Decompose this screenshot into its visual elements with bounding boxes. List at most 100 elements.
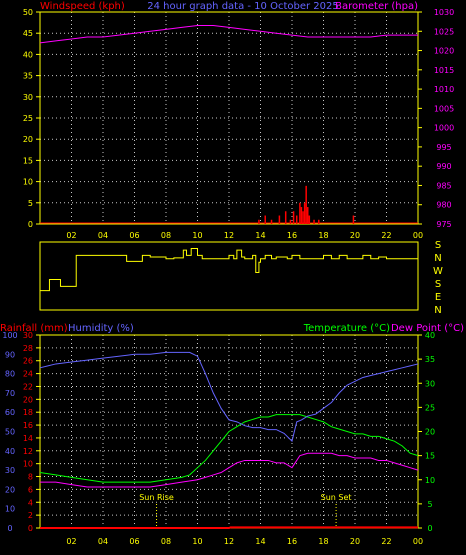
barometer-axis-label: Barometer (hpa) bbox=[335, 1, 418, 12]
direction-label: S bbox=[435, 279, 441, 290]
temperature-tick-label: 30 bbox=[425, 379, 435, 388]
x-tick-label: 00 bbox=[413, 537, 423, 546]
barometer-tick-label: 1015 bbox=[434, 66, 454, 75]
direction-label: W bbox=[433, 266, 443, 277]
rainfall-tick-label: 4 bbox=[28, 498, 33, 507]
barometer-tick-label: 1000 bbox=[434, 124, 454, 133]
humidity-tick-label: 100 bbox=[2, 331, 17, 340]
windspeed-series bbox=[40, 185, 418, 224]
dewpoint-series bbox=[40, 452, 419, 488]
windspeed-tick-label: 45 bbox=[23, 29, 33, 38]
humidity-tick-label: 30 bbox=[5, 466, 15, 475]
x-tick-label: 12 bbox=[224, 231, 234, 240]
barometer-tick-label: 985 bbox=[436, 181, 451, 190]
windspeed-tick-label: 20 bbox=[23, 135, 33, 144]
x-tick-label: 20 bbox=[350, 231, 360, 240]
x-tick-label: 10 bbox=[192, 537, 202, 546]
barometer-series bbox=[39, 24, 418, 44]
temperature-tick-label: 20 bbox=[425, 428, 435, 437]
x-tick-label: 16 bbox=[287, 537, 297, 546]
barometer-tick-label: 975 bbox=[436, 220, 451, 229]
x-tick-label: 18 bbox=[318, 231, 328, 240]
x-tick-label: 08 bbox=[161, 537, 171, 546]
x-tick-label: 18 bbox=[318, 537, 328, 546]
temperature-tick-label: 5 bbox=[427, 500, 432, 509]
wind-direction-series bbox=[40, 247, 418, 292]
rainfall-axis-label: Rainfall (mm) bbox=[0, 323, 68, 334]
barometer-tick-label: 1030 bbox=[434, 8, 454, 17]
humidity-tick-label: 70 bbox=[5, 389, 15, 398]
rainfall-tick-label: 16 bbox=[23, 421, 33, 430]
rainfall-tick-label: 6 bbox=[28, 485, 33, 494]
rainfall-series bbox=[40, 526, 418, 529]
rainfall-tick-label: 12 bbox=[23, 447, 33, 456]
x-tick-label: 10 bbox=[192, 231, 202, 240]
windspeed-tick-label: 30 bbox=[23, 93, 33, 102]
rainfall-tick-label: 20 bbox=[23, 395, 33, 404]
rainfall-tick-label: 0 bbox=[28, 524, 33, 533]
temperature-tick-label: 10 bbox=[425, 476, 435, 485]
x-tick-label: 06 bbox=[129, 537, 139, 546]
x-tick-label: 16 bbox=[287, 231, 297, 240]
barometer-tick-label: 1010 bbox=[434, 85, 454, 94]
humidity-axis: 0 10 20 30 40 50 60 70 80 90 100 bbox=[2, 331, 17, 533]
x-tick-label: 22 bbox=[381, 231, 391, 240]
windspeed-tick-label: 10 bbox=[23, 178, 33, 187]
temperature-axis: 0 5 10 15 20 25 30 35 40 bbox=[418, 331, 435, 533]
direction-label: N bbox=[434, 305, 441, 316]
humidity-tick-label: 80 bbox=[5, 370, 15, 379]
barometer-tick-label: 980 bbox=[436, 201, 451, 210]
rainfall-tick-label: 22 bbox=[23, 382, 33, 391]
rainfall-tick-label: 24 bbox=[23, 370, 33, 379]
x-tick-label: 00 bbox=[413, 231, 423, 240]
humidity-axis-label: Humidity (%) bbox=[68, 323, 134, 334]
humidity-series bbox=[39, 351, 419, 443]
direction-frame bbox=[39, 241, 419, 311]
x-tick-label: 02 bbox=[66, 231, 76, 240]
x-tick-label: 04 bbox=[98, 537, 108, 546]
temperature-tick-label: 25 bbox=[425, 403, 435, 412]
rainfall-tick-label: 18 bbox=[23, 408, 33, 417]
windspeed-tick-label: 15 bbox=[23, 156, 33, 165]
barometer-tick-label: 1025 bbox=[434, 27, 454, 36]
humidity-tick-label: 90 bbox=[5, 350, 15, 359]
direction-label: E bbox=[435, 292, 441, 303]
rainfall-tick-label: 2 bbox=[28, 511, 33, 520]
rainfall-tick-label: 14 bbox=[23, 434, 33, 443]
barometer-tick-label: 995 bbox=[436, 143, 451, 152]
rainfall-tick-label: 8 bbox=[28, 473, 33, 482]
windspeed-tick-label: 5 bbox=[28, 199, 33, 208]
humidity-tick-label: 40 bbox=[5, 447, 15, 456]
x-tick-label: 12 bbox=[224, 537, 234, 546]
direction-label: S bbox=[435, 240, 441, 251]
barometer-tick-label: 990 bbox=[436, 162, 451, 171]
rainfall-tick-label: 10 bbox=[23, 460, 33, 469]
top-x-axis: 02 04 06 08 10 12 14 16 18 20 22 00 bbox=[66, 231, 423, 240]
sun-markers: Sun Rise Sun Set bbox=[139, 493, 352, 528]
windspeed-tick-label: 35 bbox=[23, 72, 33, 81]
windspeed-tick-label: 40 bbox=[23, 50, 33, 59]
rainfall-tick-label: 30 bbox=[23, 331, 33, 340]
temperature-axis-label: Temperature (°C) bbox=[303, 323, 390, 334]
windspeed-tick-label: 50 bbox=[23, 8, 33, 17]
dewpoint-axis-label: Dew Point (°C) bbox=[391, 323, 464, 334]
barometer-tick-label: 1020 bbox=[434, 47, 454, 56]
top-grid bbox=[40, 11, 418, 225]
humidity-tick-label: 50 bbox=[5, 428, 15, 437]
x-tick-label: 08 bbox=[161, 231, 171, 240]
bottom-grid bbox=[40, 334, 418, 529]
temperature-series bbox=[39, 414, 419, 483]
windspeed-axis-label: Windspeed (kph) bbox=[40, 1, 125, 12]
x-tick-label: 06 bbox=[129, 231, 139, 240]
direction-label: N bbox=[434, 253, 441, 264]
sun-marker-label: Sun Set bbox=[321, 493, 352, 502]
barometer-tick-label: 1005 bbox=[434, 104, 454, 113]
x-tick-label: 22 bbox=[381, 537, 391, 546]
x-tick-label: 14 bbox=[255, 537, 265, 546]
